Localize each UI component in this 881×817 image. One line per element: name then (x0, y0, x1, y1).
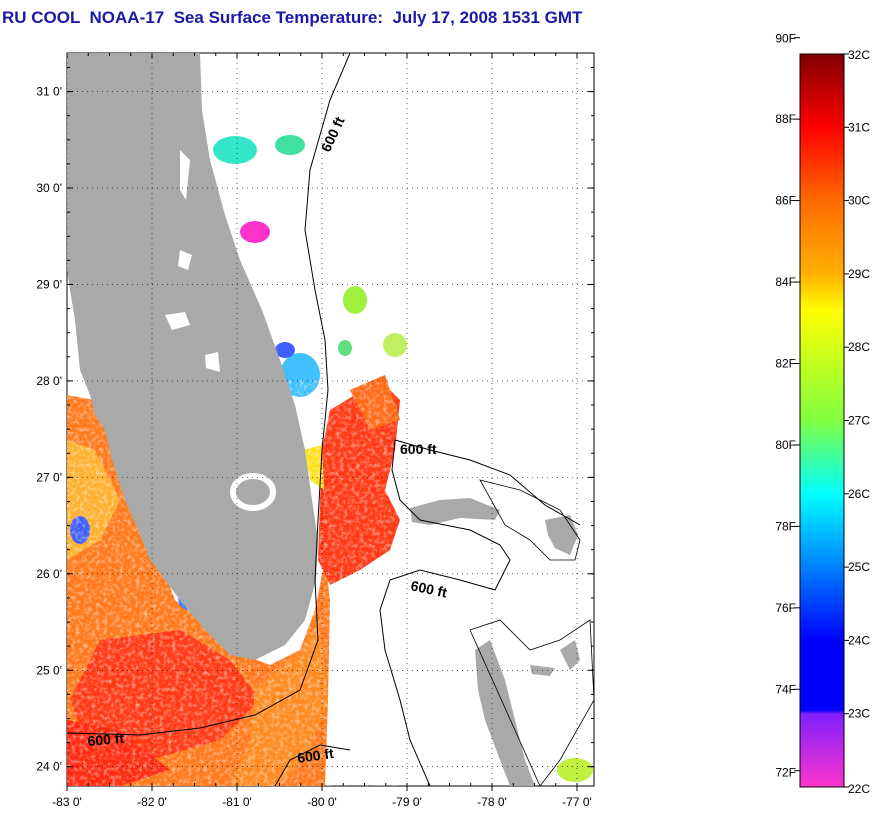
contour-label: 600 ft (409, 577, 448, 600)
land-andros (475, 640, 535, 786)
colorbar-f-label: 78F (775, 519, 796, 533)
sst-cool-patch-1 (213, 136, 257, 164)
contour-600ft-florida (67, 53, 351, 736)
contour-label: 600 ft (400, 441, 437, 457)
colorbar-c-label: 23C (848, 707, 870, 721)
inland-lakes (165, 150, 220, 372)
lat-tick-label: 25 0' (36, 663, 62, 677)
colorbar-f-label: 84F (775, 275, 796, 289)
colorbar-f-label: 86F (775, 194, 796, 208)
contour-label: 600 ft (87, 730, 125, 749)
bathymetry-contours (67, 53, 594, 786)
colorbar-f-label: 76F (775, 601, 796, 615)
land-eleuthera (560, 640, 580, 670)
lon-tick-label: -77 0' (562, 795, 592, 809)
sst-cool-patch-9 (557, 758, 593, 782)
colorbar-f-label: 82F (775, 356, 796, 370)
contour-label: 600 ft (296, 745, 335, 766)
lon-tick-label: -81 0' (222, 795, 252, 809)
lat-tick-label: 31 0' (36, 85, 62, 99)
map-grid (67, 53, 594, 786)
lat-tick-label: 24 0' (36, 760, 62, 774)
contour-600ft-south (274, 744, 351, 786)
sst-cool-patch-2 (275, 135, 305, 155)
lon-tick-label: -80 0' (307, 795, 337, 809)
colorbar-c-label: 28C (848, 340, 870, 354)
bahamas-coastline (469, 479, 594, 786)
map-content (67, 53, 594, 786)
sst-cool-patch-5 (383, 333, 407, 357)
contour-600ft-bahamas-west (379, 439, 511, 786)
lon-tick-label: -79 0' (392, 795, 422, 809)
colorbar-c-label: 22C (848, 782, 870, 796)
map-axes: 31 0' 30 0' 29 0' 28 0' 27 0' 26 0' 25 0' 24 0'… (36, 53, 594, 809)
lake-okeechobee-shore (230, 473, 276, 511)
colorbar-labels: 90F 88F 86F 84F 82F 80F 78F 76F 74F 72F 32C 31C 30C 2… (775, 32, 870, 796)
colorbar-c-label: 30C (848, 194, 870, 208)
colorbar-f-label: 74F (775, 682, 796, 696)
colorbar-f-label: 88F (775, 112, 796, 126)
colorbar-c-label: 32C (848, 48, 870, 62)
colorbar-c-label: 31C (848, 120, 870, 134)
sst-cold-patch-1 (240, 221, 270, 243)
land (67, 53, 580, 786)
lat-tick-label: 26 0' (36, 567, 62, 581)
lat-tick-label: 27 0' (36, 470, 62, 484)
land-grand-bahama (410, 498, 500, 525)
colorbar-f-label: 72F (775, 766, 796, 780)
lat-tick-label: 30 0' (36, 181, 62, 195)
lon-tick-label: -78 0' (477, 795, 507, 809)
sst-cool-patch-4 (343, 286, 367, 314)
lat-tick-label: 29 0' (36, 277, 62, 291)
map-title: RU COOL NOAA-17 Sea Surface Temperature:… (2, 8, 583, 27)
contour-600ft-bahamas-north (394, 439, 581, 526)
colorbar-c-label: 25C (848, 560, 870, 574)
lat-tick-label: 28 0' (36, 374, 62, 388)
colorbar-c-label: 26C (848, 487, 870, 501)
colorbar-f-label: 90F (775, 32, 796, 46)
sst-cool-patch-7 (338, 340, 352, 356)
lon-tick-label: -82 0' (137, 795, 167, 809)
colorbar-c-label: 27C (848, 414, 870, 428)
colorbar-c-label: 29C (848, 267, 870, 281)
lon-tick-label: -83 0' (52, 795, 82, 809)
sst-cool-patch-6 (275, 342, 295, 358)
colorbar-c-label: 24C (848, 633, 870, 647)
colorbar-f-label: 80F (775, 438, 796, 452)
colorbar (799, 53, 845, 788)
